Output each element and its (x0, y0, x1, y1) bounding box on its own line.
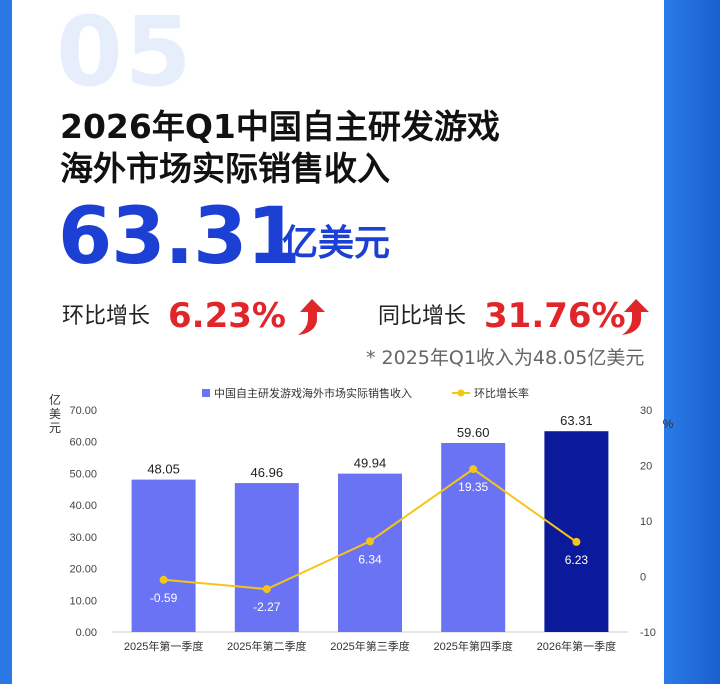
bar (544, 431, 609, 632)
right-axis-title: % (663, 417, 674, 431)
left-tick-label: 40.00 (69, 500, 97, 512)
right-edge-background (664, 0, 720, 684)
growth-rate-label: 6.34 (358, 552, 382, 566)
x-tick-label: 2025年第一季度 (124, 639, 203, 653)
left-tick-label: 20.00 (69, 564, 97, 576)
footnote: * 2025年Q1收入为48.05亿美元 (366, 347, 645, 369)
left-tick-label: 60.00 (69, 437, 97, 449)
growth-rate-point (572, 537, 581, 546)
growth-rate-label: -0.59 (150, 591, 178, 605)
x-tick-label: 2026年第一季度 (537, 639, 616, 653)
right-tick-label: -10 (640, 627, 656, 639)
bar-value-label: 49.94 (354, 456, 387, 471)
bar (338, 473, 402, 632)
left-tick-label: 70.00 (69, 405, 97, 417)
bar-value-label: 63.31 (560, 413, 593, 428)
growth-rate-point (159, 575, 168, 584)
growth-rate-label: -2.27 (253, 600, 281, 614)
x-tick-label: 2025年第四季度 (433, 639, 512, 653)
title-line-2: 海外市场实际销售收入 (60, 149, 390, 188)
bar-value-label: 59.60 (457, 425, 490, 440)
bar (234, 483, 299, 632)
left-tick-label: 10.00 (69, 595, 97, 607)
page-title: 2026年Q1中国自主研发游戏 海外市场实际销售收入 (60, 106, 500, 190)
headline-unit: 亿美元 (282, 223, 391, 264)
yoy-value: 31.76% (484, 296, 626, 336)
legend-bar-label: 中国自主研发游戏海外市场实际销售收入 (214, 386, 412, 400)
left-tick-label: 0.00 (76, 627, 97, 639)
bar-value-label: 46.96 (251, 465, 284, 480)
x-tick-label: 2025年第三季度 (330, 639, 409, 653)
bar (441, 442, 506, 632)
yoy-label: 同比增长 (378, 304, 467, 329)
growth-rate-point (469, 465, 478, 474)
growth-rate-point (262, 585, 271, 594)
bar-value-label: 48.05 (147, 462, 180, 477)
legend-line-label: 环比增长率 (474, 386, 529, 400)
up-arrow-icon (298, 299, 325, 335)
title-line-1: 2026年Q1中国自主研发游戏 (60, 107, 500, 146)
left-tick-label: 30.00 (69, 532, 97, 544)
growth-rate-label: 6.23 (565, 553, 589, 567)
section-number: 05 (56, 0, 194, 108)
headline-value: 63.31 (58, 192, 301, 282)
legend-line-marker (457, 389, 465, 397)
left-axis-title: 亿美元 (49, 392, 61, 435)
growth-rate-label: 19.35 (458, 480, 488, 494)
x-tick-label: 2025年第二季度 (227, 639, 306, 653)
right-tick-label: 10 (640, 516, 652, 528)
bar (131, 479, 196, 632)
right-tick-label: 0 (640, 572, 646, 584)
growth-rate-point (366, 537, 374, 546)
right-tick-label: 20 (640, 461, 652, 473)
left-edge-background (0, 0, 12, 684)
qoq-label: 环比增长 (62, 304, 151, 329)
legend-bar-swatch (202, 389, 210, 397)
left-tick-label: 50.00 (69, 468, 97, 480)
up-arrow-icon (622, 299, 649, 335)
qoq-value: 6.23% (168, 296, 286, 336)
right-tick-label: 30 (640, 405, 652, 417)
